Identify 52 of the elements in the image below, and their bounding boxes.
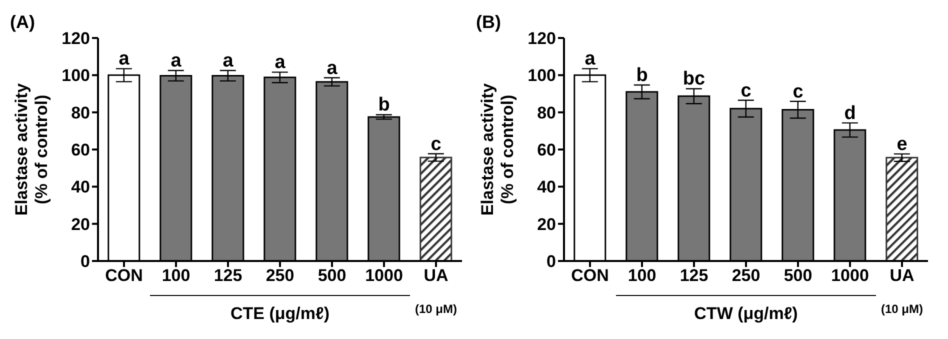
y-tick-label: 20 [537,214,556,234]
y-axis-title: Elastase activity (% of control) [478,82,517,216]
x-tick-label: 125 [214,266,242,286]
chart-title: (B) [476,12,501,32]
y-tick-label: 120 [62,29,90,48]
annotation: c [430,134,442,155]
annotation: e [896,134,908,155]
y-tick-label: 40 [537,178,556,197]
x-tick-label: 250 [732,266,760,286]
x-tick-label: UA [890,266,914,286]
x-tick-label: UA [424,266,448,286]
annotation: c [792,81,804,102]
annotation: a [326,58,338,79]
annotation: a [274,52,286,74]
annotation: b [636,65,648,86]
y-tick-label: 100 [62,66,90,86]
y-tick-label: 100 [528,66,556,86]
annotation: bc [682,68,706,90]
text: (10 μM) [414,302,458,316]
x-tick-label: 500 [784,266,812,286]
bar [886,156,918,261]
x-tick-label: 1000 [365,266,403,286]
annotation: a [222,50,234,72]
annotation: a [118,48,130,70]
annotation: d [844,102,856,124]
y-tick-label: 60 [537,140,556,160]
x-axis-title: CTW (μg/mℓ) [694,304,798,323]
y-tick-label: 0 [80,252,90,272]
y-tick-label: 60 [71,140,90,160]
bar [420,156,452,261]
annotation: c [740,80,752,102]
annotation: b [378,94,390,116]
x-tick-label: 250 [266,266,294,286]
x-tick-label: 1000 [831,266,869,286]
x-tick-label: 100 [162,266,190,286]
y-tick-label: 80 [71,103,90,122]
annotation: a [584,48,596,70]
chart-title: (A) [10,12,35,32]
x-tick-label: CON [571,266,609,286]
x-axis-title: CTE (μg/mℓ) [230,304,330,323]
y-tick-label: 80 [537,103,556,122]
x-tick-label: CON [105,266,143,286]
y-axis-title: Elastase activity (% of control) [12,82,51,216]
y-tick-label: 20 [71,214,90,234]
text: (10 μM) [880,302,924,316]
x-tick-label: 500 [318,266,346,286]
annotation: a [170,50,182,72]
y-tick-label: 40 [71,178,90,197]
x-tick-label: 100 [628,266,656,286]
y-tick-label: 120 [528,29,556,48]
x-tick-label: 125 [680,266,708,286]
y-tick-label: 0 [546,252,556,272]
